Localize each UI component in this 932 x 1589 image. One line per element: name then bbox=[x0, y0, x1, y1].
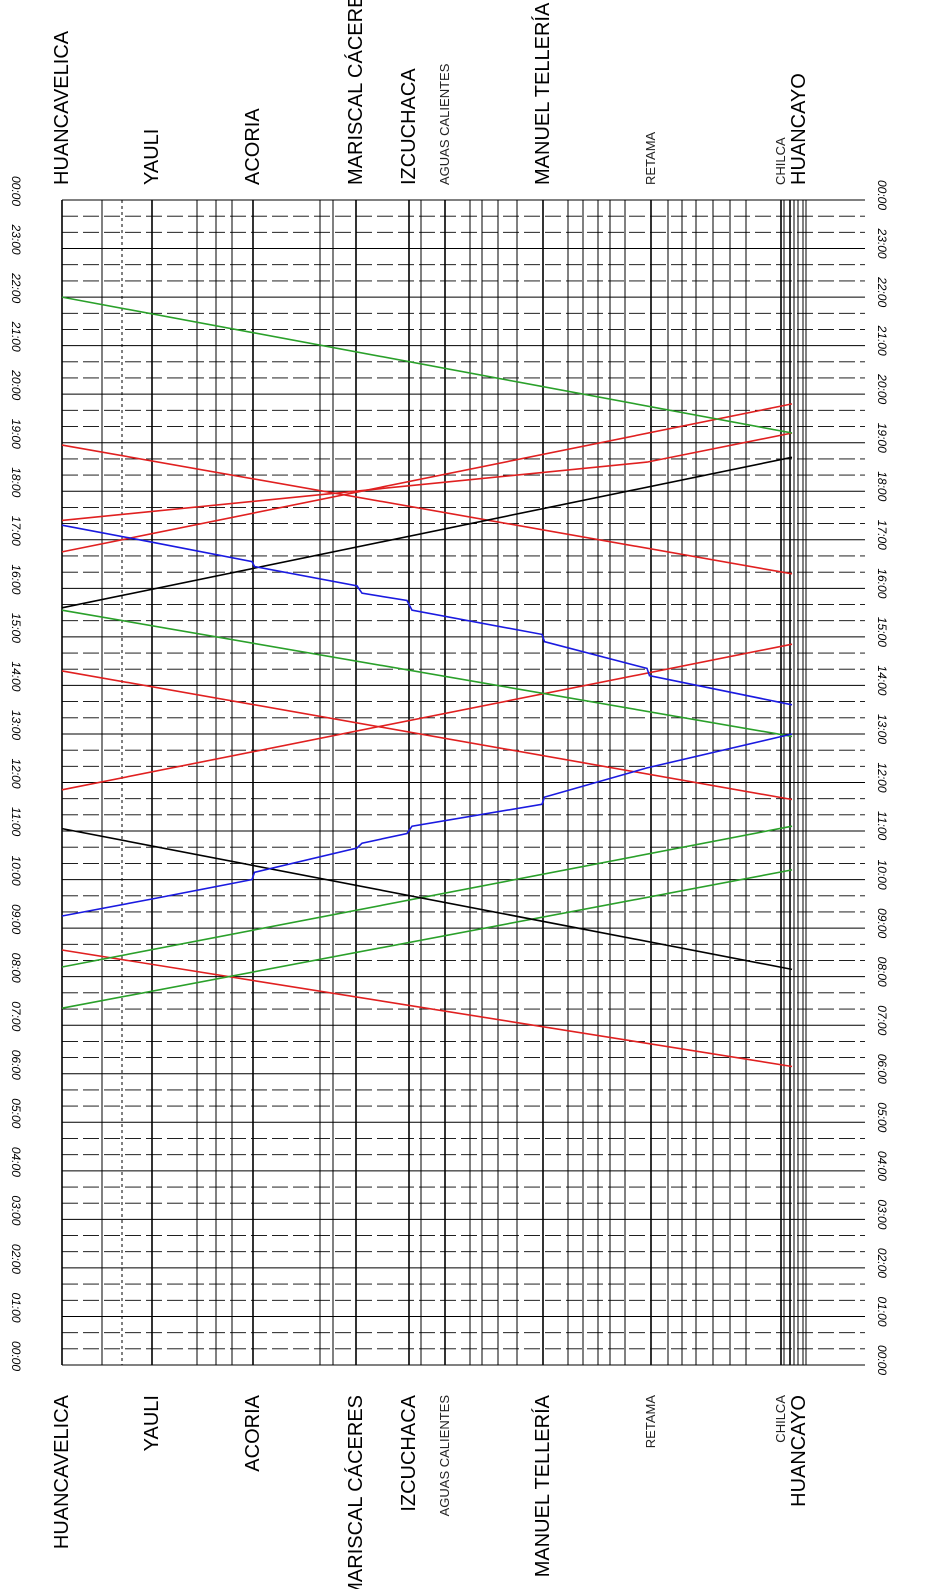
time-tick-label-left: 15:00 bbox=[9, 613, 23, 643]
time-tick-label-left: 21:00 bbox=[9, 321, 23, 352]
time-tick-label-right: 03:00 bbox=[875, 1199, 889, 1229]
time-tick-label-left: 06:00 bbox=[9, 1050, 23, 1080]
time-tick-label-right: 01:00 bbox=[875, 1296, 889, 1326]
time-tick-label-left: 16:00 bbox=[9, 564, 23, 594]
time-tick-label-right: 09:00 bbox=[875, 908, 889, 938]
time-tick-label-right: 14:00 bbox=[875, 665, 889, 695]
time-tick-label-right: 13:00 bbox=[875, 714, 889, 744]
train-path bbox=[61, 432, 793, 522]
station-labels-bottom: HUANCAVELICA YAULI ACORIA MARISCAL CÁCERES I… bbox=[51, 1394, 810, 1589]
time-tick-label-right: 21:00 bbox=[875, 325, 889, 356]
train-series bbox=[61, 296, 793, 1068]
station-label-bottom: MARISCAL CÁCERES bbox=[344, 1395, 367, 1589]
time-tick-label-right: 00:00 bbox=[875, 1345, 889, 1375]
train-path bbox=[61, 949, 793, 1068]
train-path bbox=[61, 827, 793, 971]
time-tick-label-left: 00:00 bbox=[9, 1341, 23, 1371]
station-label-bottom: HUANCAYO bbox=[788, 1395, 810, 1507]
time-tick-label-right: 23:00 bbox=[875, 228, 889, 259]
time-tick-label-left: 01:00 bbox=[9, 1292, 23, 1322]
time-tick-label-left: 00:00 bbox=[9, 176, 23, 206]
time-tick-label-left: 12:00 bbox=[9, 759, 23, 789]
time-tick-label-right: 20:00 bbox=[875, 373, 889, 404]
train-path bbox=[61, 670, 793, 801]
time-tick-label-left: 08:00 bbox=[9, 953, 23, 983]
train-path bbox=[61, 444, 793, 575]
time-tick-label-left: 19:00 bbox=[9, 419, 23, 449]
time-tick-label-right: 11:00 bbox=[875, 811, 889, 840]
time-tick-label-left: 09:00 bbox=[9, 904, 23, 934]
station-labels-top: HUANCAVELICA YAULI ACORIA MARISCAL CÁCERES I… bbox=[51, 0, 810, 185]
station-label-top: ACORIA bbox=[242, 108, 264, 185]
station-label-bottom: IZCUCHACA bbox=[398, 1394, 420, 1511]
time-tick-label-right: 17:00 bbox=[875, 520, 889, 550]
station-label-bottom: RETAMA bbox=[643, 1395, 658, 1449]
time-tick-label-left: 07:00 bbox=[9, 1001, 23, 1031]
train-path bbox=[61, 456, 793, 609]
time-tick-label-right: 08:00 bbox=[875, 957, 889, 987]
vertical-grid bbox=[61, 200, 807, 1365]
station-label-top: AGUAS CALIENTES bbox=[437, 63, 452, 185]
time-tick-label-right: 00:00 bbox=[875, 180, 889, 210]
time-tick-label-left: 14:00 bbox=[9, 661, 23, 691]
train-path bbox=[61, 403, 793, 553]
time-tick-label-left: 13:00 bbox=[9, 710, 23, 740]
train-path bbox=[61, 869, 793, 1009]
station-label-bottom: YAULI bbox=[141, 1395, 163, 1451]
time-tick-label-left: 05:00 bbox=[9, 1098, 23, 1128]
time-tick-label-right: 12:00 bbox=[875, 763, 889, 793]
time-tick-label-left: 18:00 bbox=[9, 467, 23, 497]
time-tick-label-right: 02:00 bbox=[875, 1248, 889, 1278]
train-path bbox=[61, 609, 793, 738]
station-label-bottom: MANUEL TELLERÍA bbox=[531, 1394, 554, 1577]
station-label-top: HUANCAYO bbox=[788, 73, 810, 185]
time-tick-label-right: 19:00 bbox=[875, 423, 889, 453]
train-path bbox=[61, 733, 793, 917]
time-tick-label-right: 16:00 bbox=[875, 568, 889, 598]
time-tick-label-right: 04:00 bbox=[875, 1151, 889, 1181]
train-path bbox=[61, 524, 793, 706]
time-tick-label-right: 05:00 bbox=[875, 1102, 889, 1132]
horizontal-grid bbox=[62, 199, 865, 1366]
time-tick-label-right: 22:00 bbox=[875, 276, 889, 307]
time-tick-label-right: 06:00 bbox=[875, 1054, 889, 1084]
time-tick-label-left: 17:00 bbox=[9, 516, 23, 546]
time-tick-label-left: 11:00 bbox=[9, 807, 23, 836]
station-label-bottom: CHILCA bbox=[773, 1395, 788, 1443]
time-tick-label-left: 02:00 bbox=[9, 1244, 23, 1274]
time-tick-label-left: 20:00 bbox=[9, 369, 23, 400]
time-tick-label-right: 07:00 bbox=[875, 1005, 889, 1035]
station-label-bottom: ACORIA bbox=[242, 1394, 264, 1471]
time-tick-label-left: 23:00 bbox=[9, 224, 23, 255]
station-label-bottom: HUANCAVELICA bbox=[51, 1394, 73, 1549]
time-ticks-right: 00:00 01:00 02:00 03:00 04:00 05:00 06:00 07:00… bbox=[875, 180, 889, 1375]
train-path bbox=[61, 296, 793, 434]
station-label-top: MARISCAL CÁCERES bbox=[344, 0, 367, 185]
time-tick-label-left: 03:00 bbox=[9, 1195, 23, 1225]
station-label-top: MANUEL TELLERÍA bbox=[531, 2, 554, 185]
station-label-top: CHILCA bbox=[773, 137, 788, 185]
station-label-top: IZCUCHACA bbox=[398, 68, 420, 185]
station-label-top: YAULI bbox=[141, 129, 163, 185]
time-tick-label-right: 15:00 bbox=[875, 617, 889, 647]
time-ticks-left: 00:00 01:00 02:00 03:00 04:00 05:00 06:00 07:00… bbox=[9, 176, 23, 1371]
time-tick-label-right: 10:00 bbox=[875, 860, 889, 890]
time-tick-label-right: 18:00 bbox=[875, 471, 889, 501]
station-label-top: RETAMA bbox=[643, 131, 658, 185]
station-label-bottom: AGUAS CALIENTES bbox=[437, 1395, 452, 1517]
time-tick-label-left: 04:00 bbox=[9, 1147, 23, 1177]
train-path bbox=[61, 643, 793, 791]
time-tick-label-left: 22:00 bbox=[9, 272, 23, 303]
time-tick-label-left: 10:00 bbox=[9, 856, 23, 886]
train-path bbox=[61, 825, 793, 968]
station-label-top: HUANCAVELICA bbox=[51, 30, 73, 185]
